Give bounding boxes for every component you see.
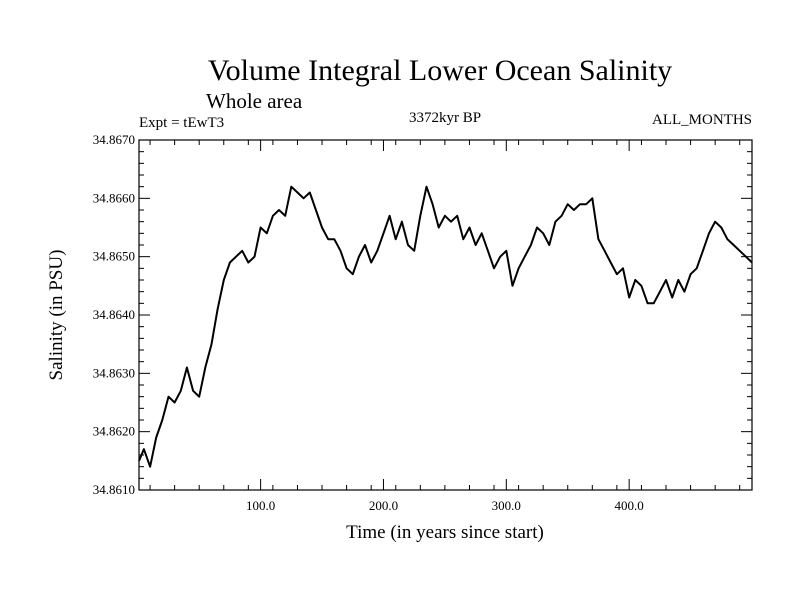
x-axis: 100.0 200.0 300.0 400.0: [149, 140, 741, 513]
x-axis-label: Time (in years since start): [346, 522, 544, 543]
x-tick-label: 400.0: [615, 498, 644, 513]
x-tick-label: 200.0: [369, 498, 398, 513]
y-tick-label: 34.8630: [93, 365, 135, 380]
y-axis: 34.8610 34.8620 34.8630 34.8640 34.8650 34.86…: [93, 132, 752, 497]
chart-title: Volume Integral Lower Ocean Salinity: [208, 54, 672, 87]
y-tick-label: 34.8620: [93, 424, 135, 439]
months-label: ALL_MONTHS: [652, 112, 752, 128]
period-label: 3372kyr BP: [409, 110, 481, 126]
experiment-label: Expt = tEwT3: [139, 115, 224, 131]
y-tick-label: 34.8670: [93, 132, 135, 147]
y-tick-label: 34.8650: [93, 249, 135, 264]
plot-frame: [138, 139, 753, 491]
y-tick-label: 34.8640: [93, 307, 135, 322]
salinity-series-line: [138, 185, 753, 468]
chart-subtitle: Whole area: [206, 89, 303, 113]
y-axis-label: Salinity (in PSU): [46, 250, 67, 381]
x-tick-label: 300.0: [492, 498, 521, 513]
y-tick-label: 34.8610: [93, 482, 135, 497]
y-tick-label: 34.8660: [93, 190, 135, 205]
x-tick-label: 100.0: [246, 498, 275, 513]
